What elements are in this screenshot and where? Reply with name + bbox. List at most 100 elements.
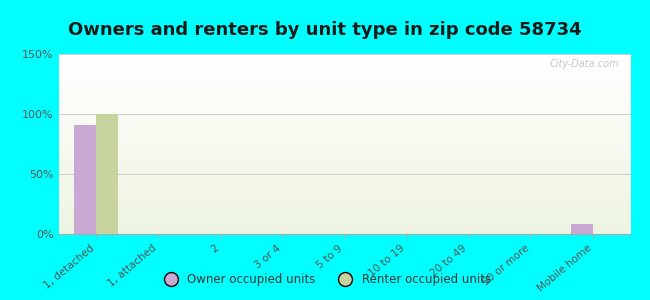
Bar — [96, 114, 118, 234]
Bar — [58, 140, 630, 141]
Bar — [58, 89, 630, 90]
Bar — [58, 144, 630, 145]
Bar — [58, 228, 630, 229]
Bar — [58, 211, 630, 212]
Bar — [58, 185, 630, 186]
Bar — [58, 181, 630, 182]
Bar — [58, 76, 630, 77]
Bar — [58, 65, 630, 66]
Bar — [58, 120, 630, 121]
Bar — [58, 227, 630, 228]
Bar — [58, 56, 630, 57]
Bar — [58, 221, 630, 222]
Bar — [58, 170, 630, 171]
Bar — [58, 75, 630, 76]
Bar — [58, 129, 630, 130]
Bar — [58, 118, 630, 119]
Bar — [58, 178, 630, 179]
Bar — [58, 84, 630, 85]
Bar — [58, 177, 630, 178]
Bar — [58, 96, 630, 97]
Bar — [58, 180, 630, 181]
Bar — [58, 81, 630, 82]
Bar — [58, 136, 630, 137]
Bar — [58, 79, 630, 80]
Bar — [58, 208, 630, 209]
Bar — [58, 68, 630, 69]
Bar — [58, 187, 630, 188]
Bar — [58, 61, 630, 62]
Bar — [58, 114, 630, 115]
Bar — [58, 175, 630, 176]
Bar — [58, 77, 630, 78]
Bar — [58, 183, 630, 184]
Bar — [58, 127, 630, 128]
Bar — [58, 73, 630, 74]
Bar — [58, 98, 630, 99]
Bar — [58, 229, 630, 230]
Bar — [58, 153, 630, 154]
Bar — [58, 196, 630, 197]
Bar — [58, 141, 630, 142]
Bar — [58, 67, 630, 68]
Bar — [58, 190, 630, 191]
Bar — [58, 232, 630, 233]
Bar — [58, 139, 630, 140]
Bar — [58, 162, 630, 163]
Bar — [58, 119, 630, 120]
Bar — [58, 55, 630, 56]
Bar — [58, 150, 630, 151]
Bar — [58, 143, 630, 144]
Bar — [58, 64, 630, 65]
Bar — [58, 206, 630, 207]
Bar — [58, 182, 630, 183]
Bar — [58, 168, 630, 169]
Bar — [58, 200, 630, 201]
Bar — [58, 102, 630, 103]
Bar — [58, 184, 630, 185]
Bar — [58, 191, 630, 192]
Bar — [58, 202, 630, 203]
Bar — [58, 165, 630, 166]
Bar — [58, 105, 630, 106]
Bar — [58, 135, 630, 136]
Bar — [58, 121, 630, 122]
Bar — [58, 214, 630, 215]
Bar — [58, 85, 630, 86]
Bar — [58, 198, 630, 199]
Bar — [58, 109, 630, 110]
Bar — [58, 80, 630, 81]
Bar — [58, 179, 630, 180]
Bar — [58, 92, 630, 93]
Bar — [58, 154, 630, 155]
Bar — [58, 71, 630, 72]
Bar — [58, 87, 630, 88]
Bar — [58, 99, 630, 100]
Bar — [58, 233, 630, 234]
Bar — [58, 163, 630, 164]
Bar — [58, 207, 630, 208]
Bar — [58, 130, 630, 131]
Bar — [58, 210, 630, 211]
Bar — [58, 160, 630, 161]
Bar — [58, 192, 630, 193]
Bar — [58, 115, 630, 116]
Bar — [58, 83, 630, 84]
Bar — [58, 173, 630, 174]
Bar — [58, 57, 630, 58]
Legend: Owner occupied units, Renter occupied units: Owner occupied units, Renter occupied un… — [154, 269, 496, 291]
Bar — [58, 58, 630, 59]
Bar — [58, 215, 630, 216]
Bar — [58, 95, 630, 96]
Bar — [58, 167, 630, 168]
Bar — [58, 152, 630, 153]
Bar — [58, 174, 630, 175]
Bar — [58, 224, 630, 225]
Bar — [58, 213, 630, 214]
Bar — [58, 230, 630, 231]
Bar — [58, 107, 630, 108]
Bar — [58, 155, 630, 156]
Bar — [58, 90, 630, 91]
Bar — [58, 110, 630, 111]
Bar — [58, 62, 630, 63]
